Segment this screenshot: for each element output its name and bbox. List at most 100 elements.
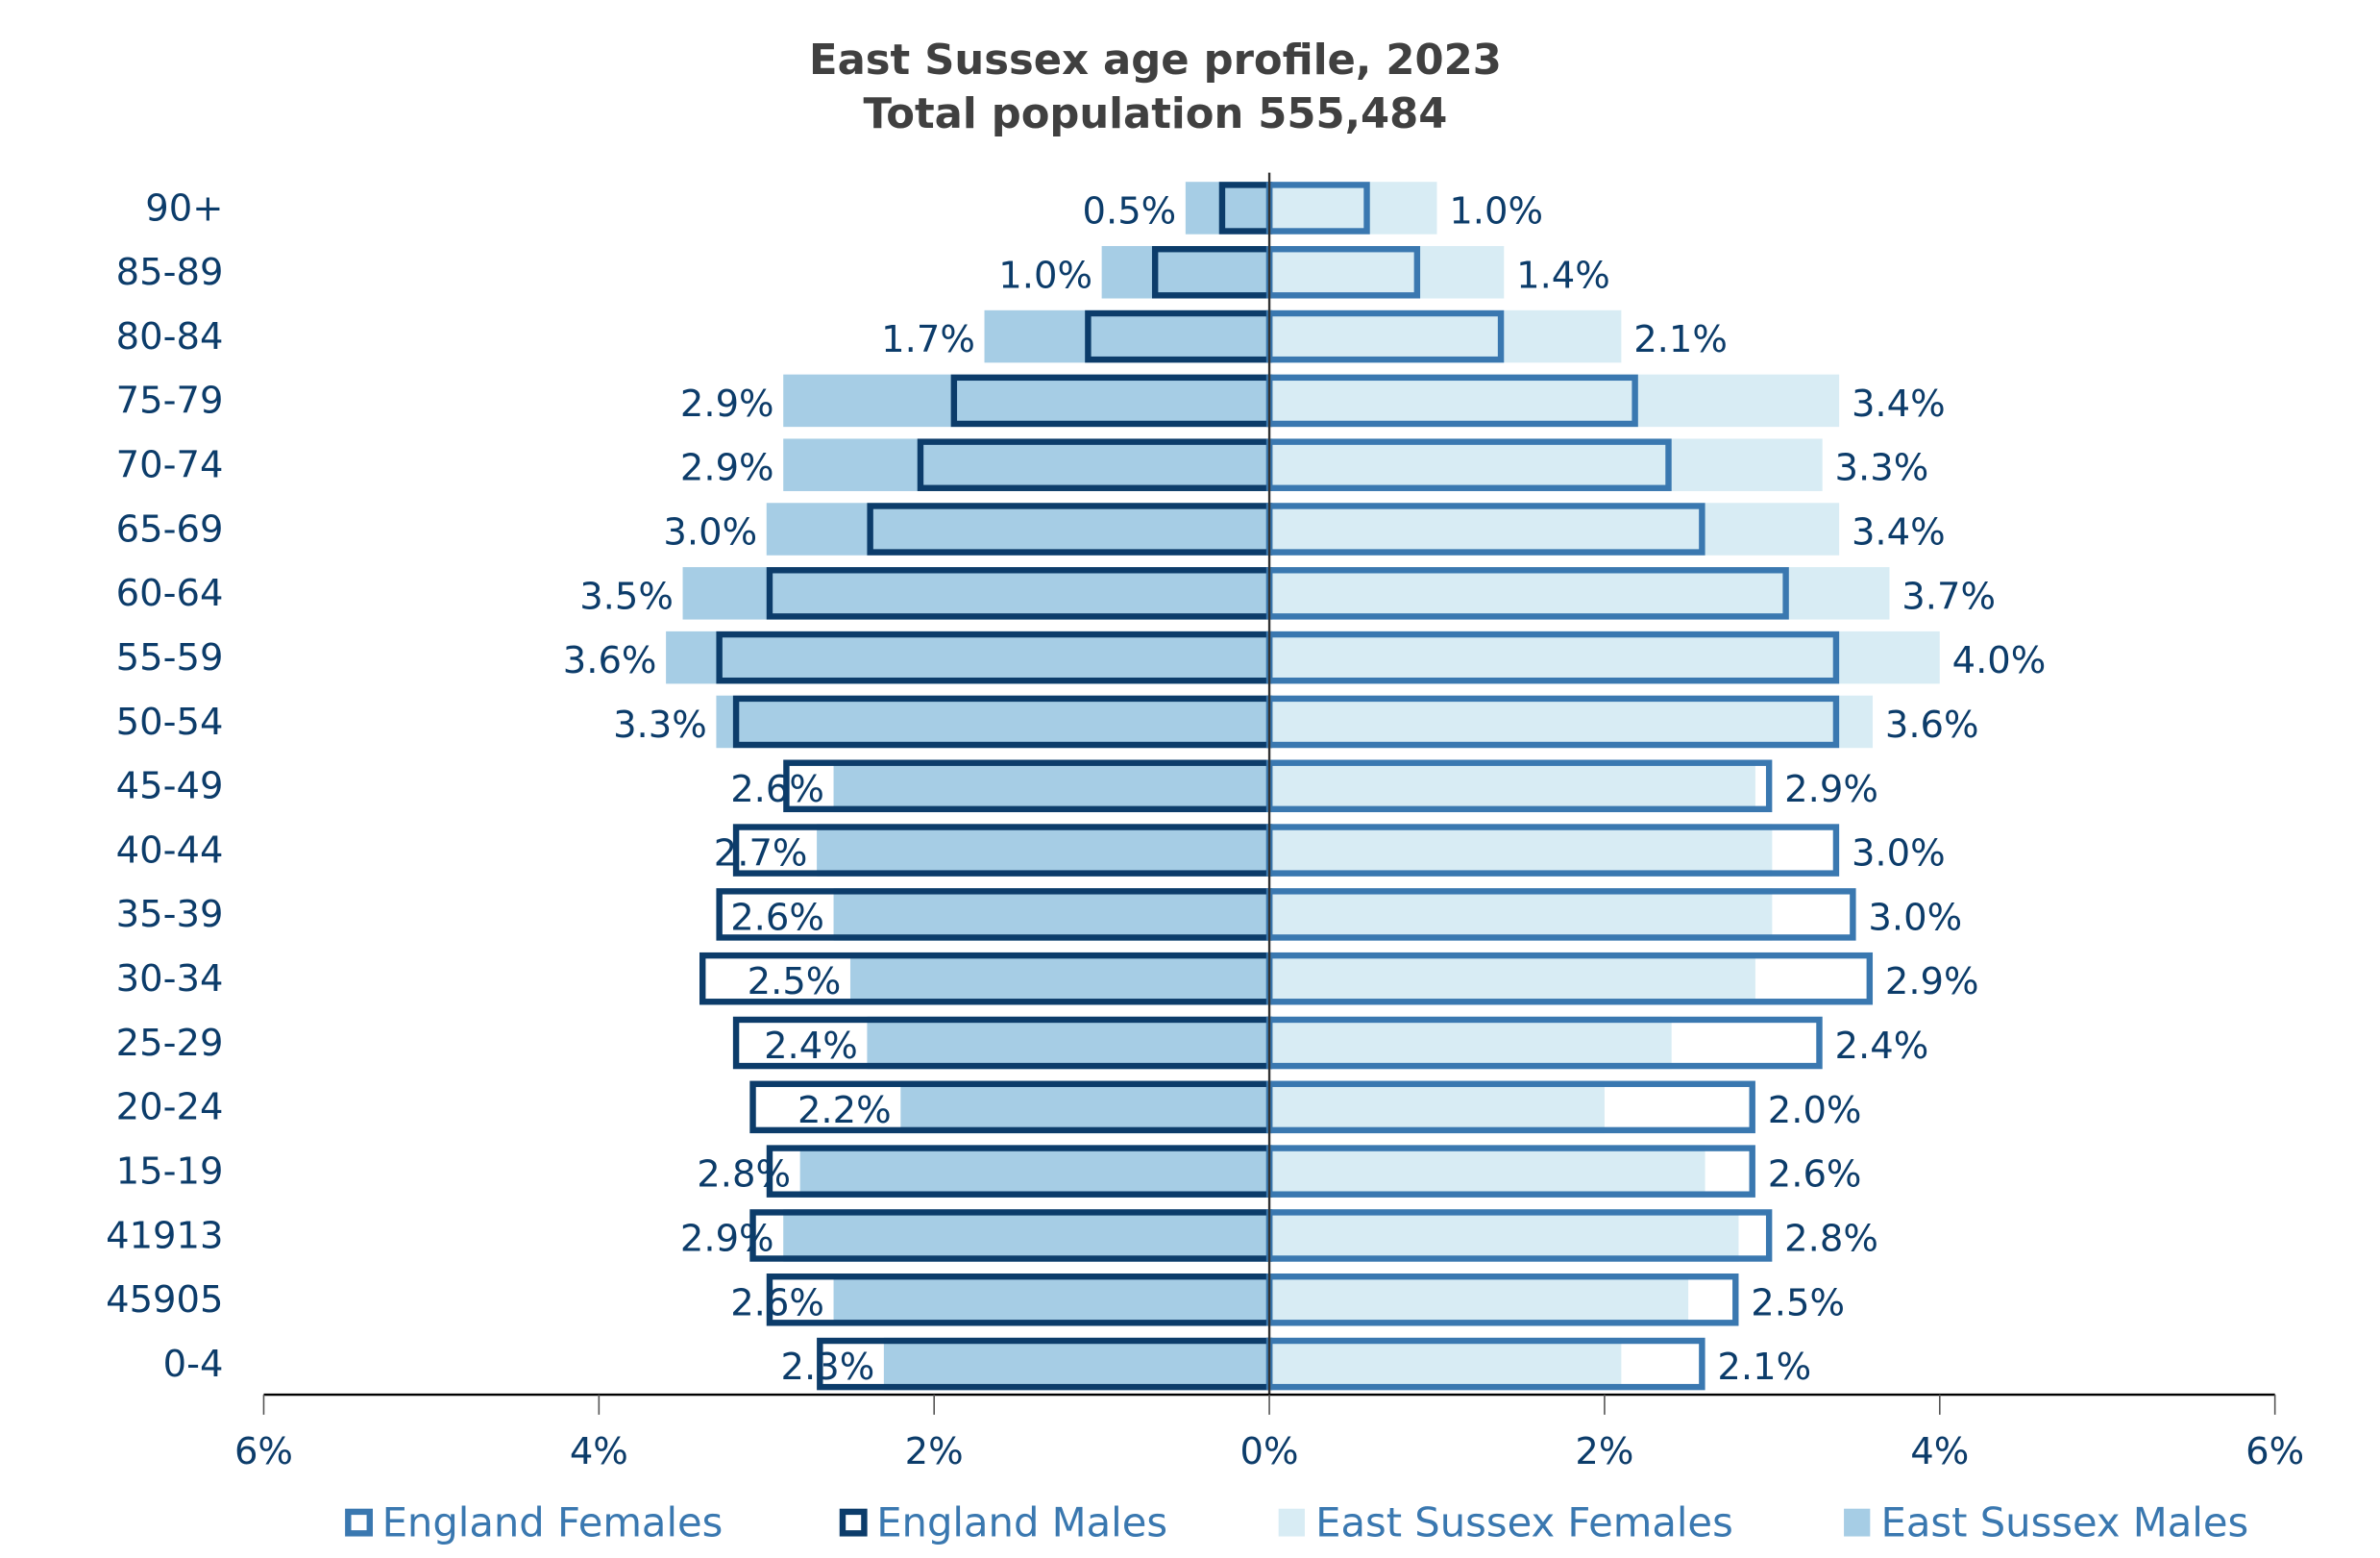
- data-label-males: 3.5%: [579, 575, 674, 618]
- bar-east-sussex-females: [1269, 246, 1505, 299]
- bar-east-sussex-females: [1269, 1209, 1739, 1262]
- category-label: 85-89: [116, 251, 224, 294]
- data-label-males: 0.5%: [1083, 189, 1177, 233]
- data-label-males: 2.6%: [730, 896, 824, 939]
- bar-east-sussex-males: [817, 824, 1270, 877]
- category-label: 45905: [106, 1278, 223, 1322]
- bar-east-sussex-females: [1269, 374, 1840, 428]
- data-label-males: 1.0%: [998, 254, 1092, 297]
- data-label-females: 3.6%: [1885, 704, 1979, 747]
- bar-east-sussex-males: [783, 438, 1270, 491]
- category-label: 0-4: [163, 1343, 224, 1386]
- category-label: 30-34: [116, 957, 224, 1001]
- bar-east-sussex-males: [867, 1016, 1270, 1070]
- bar-east-sussex-males: [783, 1209, 1270, 1262]
- data-label-females: 2.9%: [1885, 960, 1979, 1003]
- bar-east-sussex-females: [1269, 503, 1840, 556]
- bar-east-sussex-females: [1269, 1274, 1689, 1326]
- data-label-males: 2.7%: [714, 832, 808, 876]
- category-label: 55-59: [116, 636, 224, 680]
- legend-label: East Sussex Males: [1881, 1499, 2249, 1546]
- x-tick-label: 6%: [2245, 1430, 2304, 1473]
- category-label: 20-24: [116, 1086, 224, 1129]
- category-label: 80-84: [116, 315, 224, 359]
- data-label-females: 3.0%: [1868, 896, 1962, 939]
- x-tick-label: 0%: [1240, 1430, 1299, 1473]
- category-label: 90+: [145, 186, 223, 230]
- data-label-females: 2.9%: [1784, 768, 1878, 811]
- bar-east-sussex-females: [1269, 631, 1940, 684]
- data-label-females: 2.1%: [1633, 318, 1728, 361]
- data-label-females: 1.0%: [1449, 189, 1543, 233]
- bar-east-sussex-males: [833, 888, 1270, 941]
- data-label-females: 2.6%: [1768, 1153, 1862, 1197]
- bar-east-sussex-males: [1101, 246, 1270, 299]
- data-label-females: 2.1%: [1717, 1346, 1811, 1389]
- data-label-females: 3.0%: [1852, 832, 1946, 876]
- data-label-females: 3.4%: [1852, 383, 1946, 426]
- chart-title: East Sussex age profile, 2023: [809, 37, 1502, 85]
- legend-label: England Females: [382, 1499, 724, 1546]
- bar-east-sussex-males: [849, 952, 1270, 1005]
- bar-east-sussex-females: [1269, 1145, 1705, 1198]
- data-label-females: 2.0%: [1768, 1089, 1862, 1132]
- bar-east-sussex-males: [783, 374, 1270, 428]
- data-label-females: 3.4%: [1852, 511, 1946, 555]
- bar-east-sussex-males: [833, 1274, 1270, 1326]
- category-label: 40-44: [116, 828, 224, 872]
- category-label: 65-69: [116, 507, 224, 551]
- bar-east-sussex-males: [900, 1080, 1270, 1134]
- data-label-males: 2.3%: [781, 1346, 875, 1389]
- x-tick-label: 4%: [1910, 1430, 1969, 1473]
- data-label-males: 2.9%: [680, 1217, 774, 1260]
- bar-east-sussex-females: [1269, 952, 1755, 1005]
- data-label-males: 3.3%: [613, 704, 707, 747]
- bar-east-sussex-females: [1269, 1016, 1672, 1070]
- x-tick-label: 4%: [570, 1430, 628, 1473]
- data-label-males: 2.6%: [730, 1281, 824, 1324]
- bar-east-sussex-males: [716, 695, 1270, 749]
- category-label: 70-74: [116, 444, 224, 487]
- category-label: 50-54: [116, 701, 224, 744]
- data-label-males: 2.4%: [764, 1025, 858, 1068]
- data-label-males: 1.7%: [881, 318, 975, 361]
- legend-swatch: [1844, 1508, 1871, 1537]
- bar-east-sussex-females: [1269, 309, 1622, 363]
- legend-swatch: [345, 1508, 373, 1537]
- bar-east-sussex-males: [682, 567, 1270, 620]
- category-label: 41913: [106, 1214, 223, 1257]
- data-label-females: 2.4%: [1835, 1025, 1929, 1068]
- bar-east-sussex-males: [799, 1145, 1270, 1198]
- bar-east-sussex-females: [1269, 1337, 1622, 1391]
- data-label-females: 4.0%: [1952, 639, 2047, 682]
- bar-east-sussex-males: [766, 503, 1270, 556]
- category-label: 75-79: [116, 380, 224, 423]
- data-label-males: 2.5%: [748, 960, 842, 1003]
- data-label-females: 2.5%: [1751, 1281, 1845, 1324]
- bar-east-sussex-males: [833, 759, 1270, 813]
- data-label-females: 3.7%: [1902, 575, 1996, 618]
- bar-east-sussex-females: [1269, 438, 1823, 491]
- category-label: 60-64: [116, 572, 224, 615]
- data-label-males: 3.0%: [663, 511, 757, 555]
- legend-label: East Sussex Females: [1315, 1499, 1733, 1546]
- x-tick-label: 6%: [234, 1430, 293, 1473]
- bar-east-sussex-males: [883, 1337, 1270, 1391]
- bar-east-sussex-females: [1269, 1080, 1605, 1134]
- data-label-males: 2.9%: [680, 383, 774, 426]
- data-label-females: 3.3%: [1835, 447, 1929, 490]
- legend-swatch: [1278, 1508, 1305, 1537]
- bar-east-sussex-females: [1269, 759, 1755, 813]
- bar-east-sussex-females: [1269, 824, 1773, 877]
- category-label: 25-29: [116, 1022, 224, 1065]
- data-label-males: 2.6%: [730, 768, 824, 811]
- bar-east-sussex-females: [1269, 182, 1437, 235]
- data-label-males: 3.6%: [563, 639, 657, 682]
- bar-east-sussex-males: [666, 631, 1270, 684]
- bar-east-sussex-females: [1269, 888, 1773, 941]
- data-label-females: 1.4%: [1516, 254, 1610, 297]
- x-tick-label: 2%: [1575, 1430, 1633, 1473]
- data-label-males: 2.9%: [680, 447, 774, 490]
- x-tick-label: 2%: [905, 1430, 964, 1473]
